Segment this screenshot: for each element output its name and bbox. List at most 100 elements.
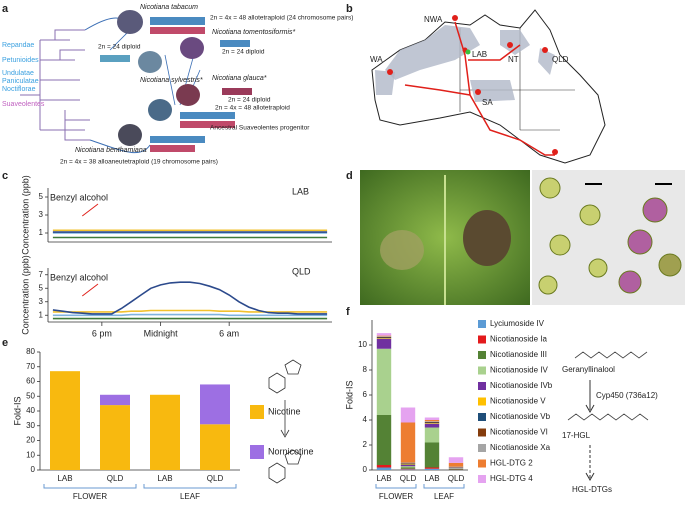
legend-swatch [478, 320, 486, 328]
map: NWA WA LAB NT QLD SA [370, 9, 606, 164]
species-label: Nicotiana tomentosiformis* [212, 29, 296, 36]
species-label: Nicotiana tabacum [140, 4, 198, 11]
note: 2n = 24 diploid [98, 44, 141, 51]
x-tick-label: QLD [400, 474, 417, 483]
legend-swatch [478, 335, 486, 344]
y-tick-label: 6 [363, 390, 368, 399]
bar-segment [400, 464, 416, 465]
site-label: LAB [472, 50, 487, 59]
bar-segment [376, 333, 392, 336]
x-tick-label: LAB [157, 474, 172, 483]
y-tick-label: 20 [26, 436, 35, 445]
x-tick-label: Midnight [144, 328, 179, 338]
y-axis-label: Fold-IS [344, 380, 354, 409]
x-tick-label: QLD [107, 474, 124, 483]
legend-label: HGL-DTG 2 [490, 459, 533, 468]
species-label: Nicotiana benthamiana [75, 147, 147, 154]
y-tick-label: 40 [26, 406, 35, 415]
bar-segment [448, 462, 464, 467]
group-label: LEAF [434, 492, 454, 501]
bar-segment [424, 417, 440, 420]
chart-title: LAB [292, 186, 309, 196]
bar-segment [400, 466, 416, 468]
panel-label: d [346, 170, 353, 182]
bar-segment [150, 394, 180, 470]
clade-label: Petunioides [2, 57, 39, 64]
line [52, 281, 328, 315]
note: 2n = 4x = 38 alloaneutetraploid (19 chro… [60, 159, 218, 166]
species-label: Nicotiana sylvestris* [140, 77, 203, 84]
x-tick-label: LAB [376, 474, 391, 483]
photos [360, 170, 685, 305]
legend-swatch [478, 459, 486, 468]
bar-segment [376, 467, 392, 470]
group-bracket [423, 484, 465, 489]
clade-label: Undulatae [2, 70, 34, 77]
line [52, 309, 328, 313]
y-tick-label: 70 [26, 362, 35, 371]
clade-label: Noctiflorae [2, 86, 36, 93]
bar-segment [448, 457, 464, 463]
bar-segment [376, 335, 392, 337]
y-tick-label: 1 [39, 228, 44, 237]
bar-segment [400, 469, 416, 470]
bar-segment [50, 371, 80, 470]
y-tick-label: 0 [363, 465, 368, 474]
bar-segment [424, 467, 440, 469]
x-tick-label: 6 pm [92, 328, 112, 338]
x-tick-label: QLD [448, 474, 465, 483]
group-bracket [143, 484, 237, 489]
clade-label: Suaveolentes [2, 101, 45, 108]
legend-label: HGL-DTG 4 [490, 474, 533, 483]
y-axis-label: Concentration (ppb) [20, 255, 30, 335]
bar-segment [376, 348, 392, 415]
y-tick-label: 10 [358, 340, 367, 349]
pathway-step: 17-HGL [562, 431, 591, 440]
clade-label: Paniculatae [2, 78, 39, 85]
y-tick-label: 10 [26, 450, 35, 459]
annotation-arrow [81, 203, 99, 217]
bar-segment [400, 463, 416, 465]
pathway-step: Cyp450 (736a12) [596, 391, 658, 400]
legend-swatch [478, 428, 486, 437]
x-tick-label: 6 am [219, 328, 239, 338]
legend-label: Nicotianoside Xa [490, 443, 551, 452]
bar-segment [376, 336, 392, 337]
bar-segment [424, 421, 440, 423]
y-tick-label: 30 [26, 421, 35, 430]
legend-swatch [478, 351, 486, 359]
legend-label: Nicotianoside VI [490, 428, 548, 437]
note: 2n = 4x = 48 allotetraploid [215, 105, 290, 112]
y-tick-label: 3 [39, 297, 44, 306]
bar-segment [424, 427, 440, 443]
legend-label: Nicotianoside IV [490, 366, 548, 375]
pathway-step: Geranyllinalool [562, 365, 615, 374]
bar-segment [400, 467, 416, 469]
group-bracket [375, 484, 417, 489]
bar-segment [448, 468, 464, 469]
bar-segment [100, 394, 130, 406]
legend-label: Nicotianoside V [490, 397, 546, 406]
bar-segment [424, 468, 440, 470]
bar-segment [100, 405, 130, 470]
bar-segment [400, 468, 416, 470]
site-label: NWA [424, 15, 443, 24]
group-label: LEAF [180, 492, 200, 501]
group-label: FLOWER [379, 492, 413, 501]
y-tick-label: 50 [26, 391, 35, 400]
legend-label: Nicotine [268, 406, 301, 416]
bar-segment [424, 442, 440, 468]
panel-label: f [346, 306, 350, 318]
x-tick-label: LAB [424, 474, 439, 483]
y-tick-label: 1 [39, 310, 44, 319]
legend-label: Nicotianoside Ia [490, 335, 547, 344]
bar-segment [424, 423, 440, 428]
legend-swatch [250, 405, 264, 419]
x-tick-label: LAB [57, 474, 72, 483]
annotation: Benzyl alcohol [50, 272, 108, 282]
panel-label: e [2, 337, 8, 349]
y-tick-label: 60 [26, 377, 35, 386]
pathway-step: HGL-DTGs [572, 485, 612, 494]
phylogeny: Repandae Petunioides Undulatae Paniculat… [2, 4, 353, 166]
legend-label: Nicotianoside Vb [490, 412, 551, 421]
